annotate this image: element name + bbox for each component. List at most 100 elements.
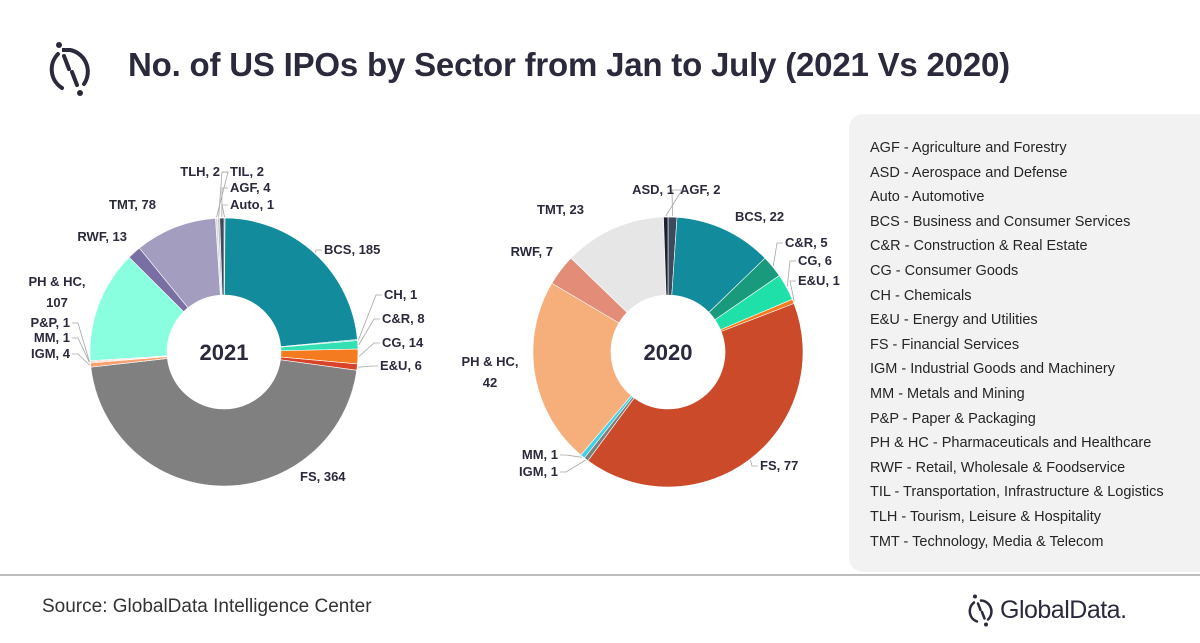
legend-item: IGM - Industrial Goods and Machinery: [870, 357, 1164, 382]
legend-item: P&P - Paper & Packaging: [870, 407, 1164, 432]
legend-desc: - Automotive: [899, 189, 985, 206]
slice-agf: [219, 217, 225, 296]
data-label: C&R, 5: [785, 235, 828, 250]
legend-desc: - Chemicals: [890, 287, 972, 304]
legend-abbr: CG: [870, 262, 892, 279]
legend-desc: - Industrial Goods and Machinery: [897, 361, 1115, 378]
leader-line: [560, 459, 586, 473]
leader-line: [358, 342, 380, 357]
slice-fs: [587, 303, 804, 488]
data-label: Auto, 1: [230, 197, 274, 212]
leader-line: [72, 337, 90, 363]
data-label: IGM, 1: [519, 464, 558, 479]
data-label: AGF, 4: [230, 180, 271, 195]
data-label: AGF, 2: [680, 182, 720, 197]
data-label: MM, 1: [34, 330, 70, 345]
data-label: BCS, 185: [324, 242, 380, 257]
legend-desc: - Pharmaceuticals and Healthcare: [928, 435, 1152, 452]
data-label: TMT, 78: [109, 197, 156, 212]
legend-desc: - Paper & Packaging: [898, 410, 1036, 427]
slice-bcs: [224, 217, 358, 348]
leader-line: [789, 280, 796, 302]
leader-line: [72, 353, 90, 366]
donut-center-label: 2020: [644, 340, 693, 365]
legend-abbr: TIL: [870, 484, 891, 501]
leader-line: [560, 454, 582, 458]
data-label: PH & HC, 107: [28, 274, 85, 310]
leader-line: [772, 242, 783, 267]
legend-item: E&U - Energy and Utilities: [870, 308, 1164, 333]
legend-desc: - Business and Consumer Services: [899, 213, 1131, 230]
legend-desc: - Technology, Media & Telecom: [899, 533, 1104, 550]
legend-item: TMT - Technology, Media & Telecom: [870, 530, 1164, 555]
legend-desc: - Energy and Utilities: [899, 312, 1038, 329]
data-label: IGM, 4: [31, 346, 71, 361]
legend-desc: - Aerospace and Defense: [899, 164, 1068, 181]
data-label: CG, 6: [798, 253, 832, 268]
legend-item: AGF - Agriculture and Forestry: [870, 136, 1164, 161]
leader-line: [358, 365, 378, 368]
legend-abbr: TLH: [870, 508, 898, 525]
legend-abbr: BCS: [870, 213, 900, 230]
slice-asd: [663, 216, 669, 296]
slice-fs: [90, 358, 358, 487]
data-label: FS, 364: [300, 469, 346, 484]
legend-panel: AGF - Agriculture and Forestry ASD - Aero…: [849, 114, 1200, 572]
legend-desc: - Metals and Mining: [894, 385, 1025, 402]
legend-item: MM - Metals and Mining: [870, 382, 1164, 407]
data-label: MM, 1: [522, 447, 558, 462]
legend-item: TLH - Tourism, Leisure & Hospitality: [870, 505, 1164, 530]
leader-line: [314, 249, 322, 253]
leader-line: [358, 318, 380, 345]
legend-abbr: PH & HC: [870, 435, 929, 452]
data-label: TMT, 23: [537, 202, 584, 217]
globaldata-brand-icon: [968, 594, 993, 627]
slice-ph-hc: [532, 282, 632, 456]
legend-desc: - Transportation, Infrastructure & Logis…: [890, 484, 1164, 501]
legend-desc: - Agriculture and Forestry: [899, 140, 1067, 156]
legend-abbr: CH: [870, 287, 891, 304]
leader-line: [218, 171, 228, 218]
data-label: TLH, 2: [180, 164, 220, 179]
legend-item: TIL - Transportation, Infrastructure & L…: [870, 480, 1164, 505]
legend-desc: - Tourism, Leisure & Hospitality: [897, 508, 1102, 525]
brand-name: GlobalData.: [1000, 595, 1127, 624]
data-label: E&U, 1: [798, 273, 840, 288]
leader-line: [72, 322, 90, 362]
legend-item: RWF - Retail, Wholesale & Foodservice: [870, 456, 1164, 481]
legend-item: PH & HC - Pharmaceuticals and Healthcare: [870, 431, 1164, 456]
legend-item: FS - Financial Services: [870, 333, 1164, 358]
legend-abbr: RWF: [870, 459, 903, 476]
legend-desc: - Construction & Real Estate: [900, 238, 1088, 255]
data-label: PH & HC, 42: [461, 354, 518, 390]
data-label: CG, 14: [382, 335, 424, 350]
legend-abbr: MM: [870, 385, 895, 402]
legend-item: C&R - Construction & Real Estate: [870, 234, 1164, 259]
data-label: BCS, 22: [735, 209, 784, 224]
chart-title: No. of US IPOs by Sector from Jan to Jul…: [128, 46, 1010, 83]
legend-abbr: TMT: [870, 533, 900, 550]
donut-2020: AGF, 2 BCS, 22C&R, 5 CG, 6 E&U, 1 FS, 77 IGM,…: [461, 182, 840, 488]
data-label: C&R, 8: [382, 311, 425, 326]
legend-desc: - Retail, Wholesale & Foodservice: [902, 459, 1126, 476]
data-label: TIL, 2: [230, 164, 264, 179]
donut-charts: Auto, 1 BCS, 185 CH, 1 C&R, 8 CG, 14 E&U, 6 FS…: [28, 164, 840, 488]
leader-line: [358, 294, 382, 341]
brand-logo: GlobalData.: [966, 590, 1127, 630]
data-label: P&P, 1: [30, 315, 70, 330]
donut-center-label: 2021: [200, 340, 249, 365]
legend-abbr: ASD: [870, 164, 900, 181]
donut-2021: Auto, 1 BCS, 185 CH, 1 C&R, 8 CG, 14 E&U, 6 FS…: [28, 164, 425, 487]
legend-abbr: AGF: [870, 140, 900, 156]
data-label: RWF, 13: [77, 229, 127, 244]
legend-abbr: Auto: [870, 189, 900, 206]
legend-desc: - Consumer Goods: [891, 262, 1019, 279]
leader-line: [221, 187, 228, 218]
legend-abbr: FS: [870, 336, 889, 353]
legend-item: Auto - Automotive: [870, 185, 1164, 210]
legend-abbr: IGM: [870, 361, 898, 378]
legend-item: ASD - Aerospace and Defense: [870, 161, 1164, 186]
data-label: ASD, 1: [632, 182, 674, 197]
data-label: RWF, 7: [511, 244, 553, 259]
source-note: Source: GlobalData Intelligence Center: [42, 596, 372, 617]
